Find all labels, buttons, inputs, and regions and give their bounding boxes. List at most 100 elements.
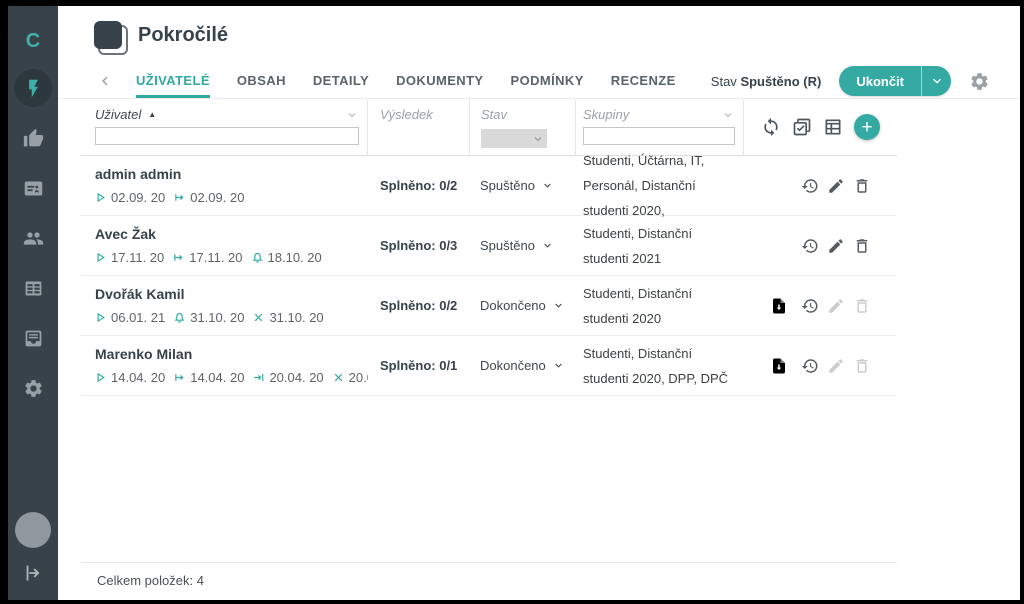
user-dates: 06.01. 21 31.10. 20 31.10. 20 — [95, 310, 368, 325]
groups-text: Studenti, Distanční studenti 2020 — [583, 285, 693, 326]
logout-icon[interactable] — [22, 562, 44, 584]
chevron-down-icon[interactable] — [345, 108, 359, 122]
end-course-dropdown-button[interactable] — [922, 66, 951, 96]
column-header-user[interactable]: Uživatel ▲ — [95, 107, 359, 122]
sidebar-item-users[interactable] — [14, 219, 52, 257]
table-view-icon[interactable] — [823, 117, 843, 137]
chevron-down-icon — [552, 359, 565, 372]
chevron-down-icon — [541, 239, 554, 252]
refresh-icon[interactable] — [761, 117, 781, 137]
groups-text: Studenti, Distanční studenti 2021 — [583, 225, 693, 266]
thumb-up-icon — [23, 128, 44, 149]
course-pages-icon — [94, 21, 128, 55]
row-actions — [744, 216, 897, 275]
groups-filter-input[interactable] — [583, 127, 735, 145]
page-header: Pokročilé — [58, 6, 1020, 64]
result-text: Splněno: 0/2 — [380, 298, 458, 313]
status-value: Spuštěno (R) — [740, 73, 822, 89]
tab-recenze[interactable]: RECENZE — [610, 73, 676, 88]
table-row: Marenko Milan 14.04. 20 14.04. 20 20.04.… — [81, 336, 897, 396]
table-filter-row: Uživatel ▲ Výsledek Stav — [81, 99, 897, 156]
sidebar-item-id-card[interactable] — [14, 169, 52, 207]
chevron-down-icon — [531, 132, 545, 146]
user-name: Dvořák Kamil — [95, 286, 185, 302]
history-button[interactable] — [801, 357, 819, 375]
sidebar-item-archive[interactable] — [14, 319, 52, 357]
app-window: C Pokročilé — [8, 6, 1020, 600]
export-document-button[interactable] — [770, 297, 788, 315]
chevron-down-icon — [541, 179, 554, 192]
history-button[interactable] — [801, 177, 819, 195]
filter-cell-groups: Skupiny — [576, 99, 744, 155]
history-button[interactable] — [801, 297, 819, 315]
tab-podminky[interactable]: PODMÍNKY — [510, 73, 584, 88]
course-status: Stav Spuštěno (R) — [710, 73, 822, 89]
table-row: Dvořák Kamil 06.01. 21 31.10. 20 31.10. … — [81, 276, 897, 336]
history-button[interactable] — [801, 237, 819, 255]
state-dropdown[interactable]: Spuštěno — [480, 178, 576, 193]
delete-button — [853, 357, 871, 375]
groups-text: Studenti, Distanční studenti 2020, DPP, … — [583, 345, 729, 386]
tab-dokumenty[interactable]: DOKUMENTY — [396, 73, 484, 88]
delete-button — [853, 297, 871, 315]
sidebar: C — [8, 6, 58, 600]
edit-button[interactable] — [827, 237, 845, 255]
state-filter-select[interactable] — [481, 129, 547, 148]
tab-uzivatele[interactable]: UŽIVATELÉ — [136, 64, 210, 98]
end-course-button[interactable]: Ukončit — [856, 73, 904, 89]
avatar[interactable] — [15, 512, 51, 548]
sidebar-item-flash[interactable] — [14, 69, 52, 107]
add-user-button[interactable]: + — [854, 114, 880, 140]
edit-button — [827, 297, 845, 315]
bell-icon — [174, 312, 185, 323]
mapsto-icon — [173, 252, 184, 263]
user-filter-input[interactable] — [95, 127, 359, 145]
user-name: Marenko Milan — [95, 346, 193, 362]
state-dropdown[interactable]: Dokončeno — [480, 298, 576, 313]
chevron-down-icon[interactable] — [721, 108, 735, 122]
settings-gear-icon[interactable] — [969, 71, 990, 92]
user-dates: 17.11. 20 17.11. 20 18.10. 20 — [95, 250, 368, 265]
sidebar-item-tables[interactable] — [14, 269, 52, 307]
column-header-state: Stav — [481, 107, 508, 122]
edit-button — [827, 357, 845, 375]
sort-asc-icon: ▲ — [148, 110, 157, 119]
mapsto-icon — [174, 192, 185, 203]
user-name: Avec Žak — [95, 226, 156, 242]
result-text: Splněno: 0/2 — [380, 178, 458, 193]
chevron-down-icon — [929, 73, 945, 89]
row-actions — [744, 156, 897, 215]
chevron-down-icon — [552, 299, 565, 312]
x-icon — [333, 372, 344, 383]
table-toolbar: + — [744, 99, 897, 155]
end-course-split-button[interactable]: Ukončit — [839, 66, 951, 96]
app-logo[interactable]: C — [25, 30, 41, 52]
people-icon — [23, 228, 44, 249]
sidebar-item-likes[interactable] — [14, 119, 52, 157]
row-actions — [744, 336, 897, 395]
sidebar-item-settings[interactable] — [14, 369, 52, 407]
export-document-button[interactable] — [770, 357, 788, 375]
edit-button[interactable] — [827, 177, 845, 195]
filter-cell-state: Stav — [470, 99, 576, 155]
mapsto-icon — [174, 372, 185, 383]
x-icon — [253, 312, 264, 323]
back-button[interactable] — [96, 72, 114, 90]
play-icon — [95, 312, 106, 323]
id-card-icon — [23, 178, 44, 199]
result-text: Splněno: 0/3 — [380, 238, 458, 253]
user-dates: 14.04. 20 14.04. 20 20.04. 20 20.04. — [95, 370, 368, 385]
state-dropdown[interactable]: Dokončeno — [480, 358, 576, 373]
tab-bar: UŽIVATELÉ OBSAH DETAILY DOKUMENTY PODMÍN… — [58, 64, 1020, 99]
tabs: UŽIVATELÉ OBSAH DETAILY DOKUMENTY PODMÍN… — [136, 64, 676, 98]
flash-icon — [23, 78, 44, 99]
tab-obsah[interactable]: OBSAH — [236, 73, 286, 88]
bell-icon — [252, 252, 263, 263]
state-dropdown[interactable]: Spuštěno — [480, 238, 576, 253]
play-icon — [95, 252, 106, 263]
delete-button[interactable] — [853, 237, 871, 255]
tab-detaily[interactable]: DETAILY — [312, 73, 370, 88]
user-dates: 02.09. 20 02.09. 20 — [95, 190, 368, 205]
delete-button[interactable] — [853, 177, 871, 195]
copy-check-icon[interactable] — [792, 117, 812, 137]
